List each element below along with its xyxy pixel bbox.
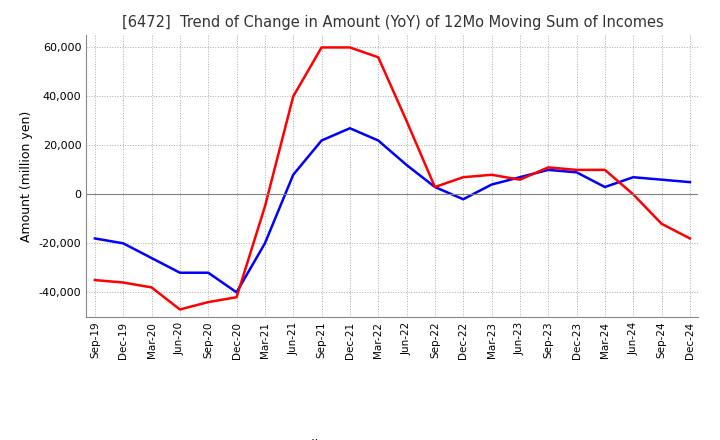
Ordinary Income — [459, 197, 467, 202]
Net Income — [91, 278, 99, 283]
Net Income — [572, 167, 581, 172]
Net Income — [657, 221, 666, 227]
Net Income — [346, 45, 354, 50]
Net Income — [261, 204, 269, 209]
Ordinary Income — [148, 255, 156, 260]
Ordinary Income — [204, 270, 212, 275]
Legend: Ordinary Income, Net Income: Ordinary Income, Net Income — [246, 434, 539, 440]
Ordinary Income — [544, 167, 552, 172]
Net Income — [318, 45, 326, 50]
Ordinary Income — [261, 241, 269, 246]
Ordinary Income — [402, 162, 411, 168]
Net Income — [119, 280, 127, 285]
Line: Ordinary Income: Ordinary Income — [95, 128, 690, 292]
Ordinary Income — [233, 290, 241, 295]
Ordinary Income — [516, 175, 524, 180]
Ordinary Income — [289, 172, 297, 177]
Ordinary Income — [91, 236, 99, 241]
Ordinary Income — [600, 184, 609, 190]
Net Income — [374, 55, 382, 60]
Net Income — [544, 165, 552, 170]
Net Income — [600, 167, 609, 172]
Ordinary Income — [431, 184, 439, 190]
Title: [6472]  Trend of Change in Amount (YoY) of 12Mo Moving Sum of Incomes: [6472] Trend of Change in Amount (YoY) o… — [122, 15, 663, 30]
Net Income — [516, 177, 524, 182]
Net Income — [431, 184, 439, 190]
Y-axis label: Amount (million yen): Amount (million yen) — [20, 110, 33, 242]
Ordinary Income — [346, 125, 354, 131]
Ordinary Income — [176, 270, 184, 275]
Net Income — [487, 172, 496, 177]
Net Income — [459, 175, 467, 180]
Ordinary Income — [318, 138, 326, 143]
Ordinary Income — [119, 241, 127, 246]
Net Income — [685, 236, 694, 241]
Ordinary Income — [572, 170, 581, 175]
Ordinary Income — [374, 138, 382, 143]
Line: Net Income: Net Income — [95, 48, 690, 309]
Net Income — [402, 118, 411, 124]
Ordinary Income — [629, 175, 637, 180]
Net Income — [204, 300, 212, 305]
Net Income — [629, 192, 637, 197]
Net Income — [233, 294, 241, 300]
Ordinary Income — [685, 180, 694, 185]
Ordinary Income — [657, 177, 666, 182]
Net Income — [148, 285, 156, 290]
Ordinary Income — [487, 182, 496, 187]
Net Income — [176, 307, 184, 312]
Net Income — [289, 94, 297, 99]
